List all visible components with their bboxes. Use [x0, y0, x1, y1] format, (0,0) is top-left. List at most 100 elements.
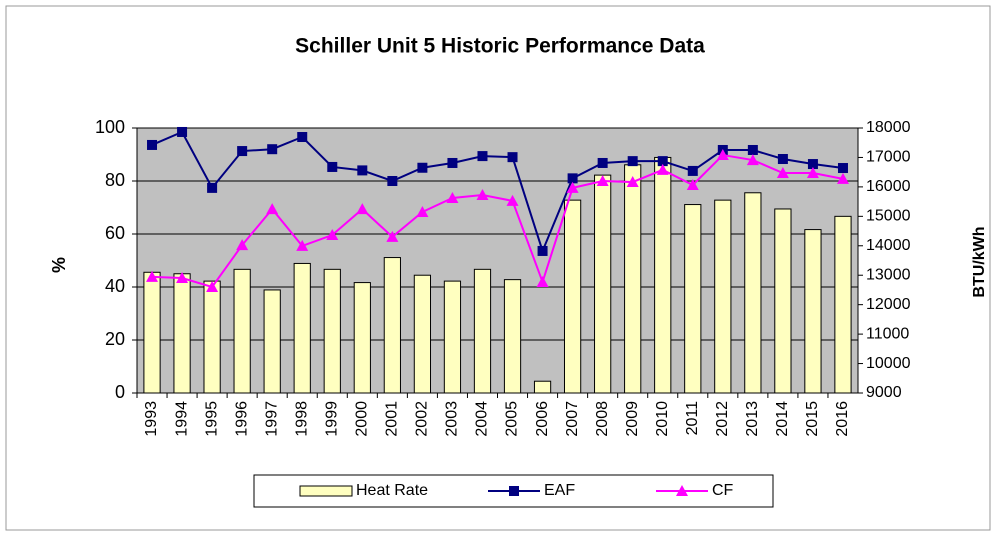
point [476, 189, 489, 201]
point [507, 152, 518, 163]
point [356, 203, 369, 215]
bar [563, 199, 582, 394]
x-tick-label: 2006 [534, 401, 551, 437]
y2-tick-label: 9000 [866, 384, 902, 401]
x-tick-label: 2013 [744, 401, 761, 437]
legend-marker [509, 486, 519, 496]
x-tick-label: 1993 [143, 401, 160, 437]
bar [203, 280, 221, 394]
point [416, 206, 429, 218]
bar [503, 279, 522, 394]
y-tick-label: 100 [95, 117, 125, 137]
point [566, 181, 579, 193]
bar [473, 268, 492, 394]
point [417, 162, 428, 173]
y2-tick-label: 17000 [866, 149, 911, 166]
point [357, 165, 368, 176]
x-tick-label: 2010 [654, 401, 671, 437]
bar [443, 280, 462, 394]
point [147, 139, 158, 150]
bar [323, 268, 341, 394]
bar [233, 268, 251, 394]
point [806, 167, 819, 179]
x-tick-label: 2014 [774, 401, 791, 437]
y2-tick-label: 14000 [866, 237, 911, 254]
point [506, 194, 519, 206]
bar [263, 289, 281, 394]
point [746, 154, 759, 166]
y2-tick-label: 18000 [866, 119, 911, 136]
x-tick-label: 1997 [263, 401, 280, 437]
point [297, 132, 308, 143]
y2-tick-label: 15000 [866, 208, 911, 225]
y2-tick-label: 10000 [866, 355, 911, 372]
plot-area [136, 127, 859, 394]
legend-label: Heat Rate [356, 482, 428, 499]
point [537, 245, 548, 256]
y-tick-label: 40 [105, 276, 125, 296]
bar [353, 282, 371, 394]
bar [714, 199, 732, 394]
x-tick-label: 2003 [444, 401, 461, 437]
point [626, 176, 639, 188]
point [387, 176, 398, 186]
x-tick-label: 2008 [594, 401, 611, 437]
point [237, 146, 248, 157]
point [207, 182, 218, 193]
x-tick-label: 2012 [714, 401, 731, 437]
bar [774, 208, 792, 394]
y2-tick-label: 13000 [866, 266, 911, 283]
x-tick-label: 2000 [354, 401, 371, 437]
point [627, 156, 638, 167]
x-tick-label: 1996 [233, 401, 250, 437]
point [597, 157, 608, 168]
bar [143, 271, 161, 394]
y-tick-label: 60 [105, 223, 125, 243]
bar [594, 174, 612, 394]
bar [744, 192, 762, 394]
point [177, 126, 188, 137]
point [686, 178, 699, 190]
point [326, 229, 339, 241]
chart-title: Schiller Unit 5 Historic Performance Dat… [295, 35, 705, 58]
point [596, 175, 609, 186]
point [687, 165, 698, 176]
bar [624, 164, 642, 394]
point [837, 163, 848, 174]
bar [413, 274, 432, 394]
bar [834, 215, 852, 394]
x-tick-label: 2011 [684, 401, 701, 436]
point [536, 275, 549, 287]
point [236, 239, 249, 251]
legend-label: EAF [544, 482, 575, 499]
bar [173, 273, 191, 394]
bar [383, 257, 401, 394]
point [747, 144, 758, 155]
bar [533, 380, 552, 394]
legend-swatch [299, 485, 353, 497]
x-tick-label: 1995 [203, 401, 220, 437]
line [151, 153, 844, 289]
bar [654, 156, 672, 394]
y2-axis-label: BTU/kWh [971, 226, 988, 297]
point [776, 167, 789, 179]
y-axis-label: % [49, 257, 69, 273]
y-tick-label: 0 [115, 382, 125, 402]
x-tick-label: 2007 [564, 401, 581, 437]
point [807, 159, 818, 170]
x-tick-label: 2009 [624, 401, 641, 437]
legend-label: CF [712, 482, 734, 499]
point [657, 156, 668, 167]
x-tick-label: 1998 [293, 401, 310, 437]
point [206, 281, 219, 292]
point [567, 173, 578, 184]
x-tick-label: 2005 [504, 401, 521, 437]
point [446, 191, 459, 203]
y2-tick-label: 16000 [866, 178, 911, 195]
x-tick-label: 1999 [323, 401, 340, 437]
point [477, 151, 488, 162]
y2-tick-label: 11000 [866, 325, 909, 342]
point [656, 163, 669, 175]
x-tick-label: 2016 [834, 401, 851, 437]
